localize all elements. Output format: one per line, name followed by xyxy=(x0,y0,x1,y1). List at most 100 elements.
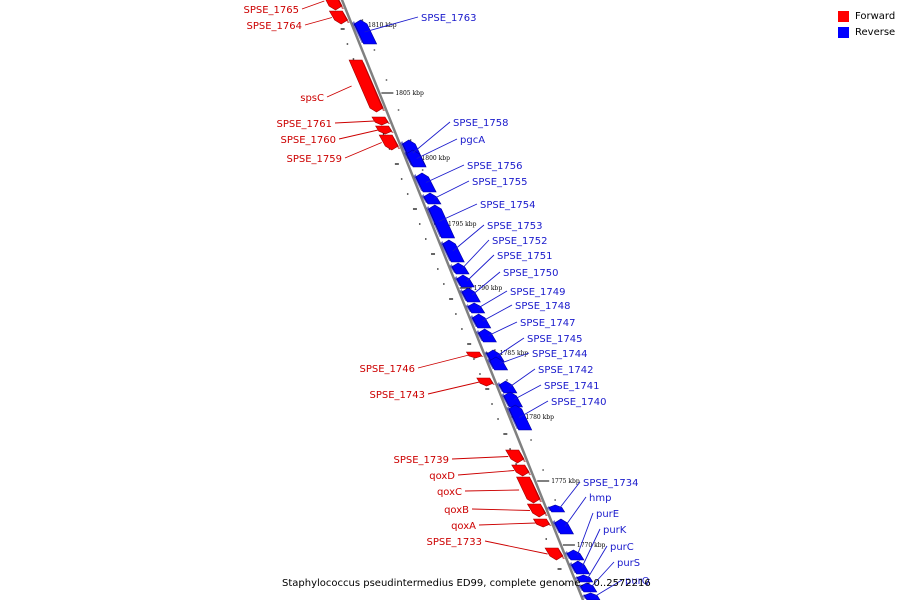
gene-arrow xyxy=(328,10,349,25)
gene-arrow xyxy=(516,476,541,504)
gene-label: SPSE_1733 xyxy=(427,537,483,548)
gene-shade xyxy=(558,549,565,559)
gene-connector xyxy=(477,290,508,309)
gene-shade xyxy=(426,206,442,237)
gene-arrow xyxy=(378,134,399,151)
gene-connector xyxy=(496,337,525,357)
gene-connector xyxy=(416,138,458,159)
gene-shade xyxy=(501,393,510,406)
gene-connector xyxy=(576,512,594,556)
gene-connector xyxy=(461,239,490,269)
gene-shade xyxy=(489,379,496,385)
gene-arrow xyxy=(583,592,601,600)
gene-arrow xyxy=(554,518,574,535)
gene-shade xyxy=(342,12,350,23)
gene-connector xyxy=(364,16,419,33)
gene-label: SPSE_1750 xyxy=(503,268,559,279)
gene-connector xyxy=(590,561,615,588)
gene-arrow xyxy=(505,449,525,464)
gene-label: purK xyxy=(603,525,627,536)
gene-label: SPSE_1754 xyxy=(480,200,536,211)
gene-label: SPSE_1765 xyxy=(244,5,300,16)
tick-label: 1800 kbp xyxy=(421,155,450,162)
gene-label: SPSE_1744 xyxy=(532,349,588,360)
gene-connector xyxy=(513,384,542,400)
gene-labels: SPSE_1765 SPSE_1764 SPSE_1763 spsC SPSE_1761… xyxy=(244,0,650,597)
gene-arrow xyxy=(544,547,564,561)
gene-connector xyxy=(334,120,375,124)
gene-label: SPSE_1759 xyxy=(287,154,343,165)
gene-label: hmp xyxy=(589,493,611,504)
gene-label: purE xyxy=(596,509,619,520)
gene-label: SPSE_1755 xyxy=(472,177,528,188)
gene-shade xyxy=(454,276,462,286)
gene-connector xyxy=(427,381,480,395)
gene-arrow xyxy=(511,464,530,477)
gene-arrow xyxy=(371,116,389,126)
gene-label: SPSE_1751 xyxy=(497,251,553,262)
gene-shade xyxy=(392,136,401,149)
genome-backbone xyxy=(340,0,585,600)
gene-label: SPSE_1763 xyxy=(421,13,477,24)
gene-shade xyxy=(518,451,526,462)
gene-connector xyxy=(558,481,581,509)
tick-label: 1795 kbp xyxy=(448,221,477,228)
legend-forward-label: Forward xyxy=(855,10,896,22)
reverse-swatch xyxy=(838,26,849,38)
gene-shade xyxy=(524,466,532,475)
gene-label: SPSE_1741 xyxy=(544,381,600,392)
gene-label: SPSE_1747 xyxy=(520,318,576,329)
gene-shade xyxy=(578,584,584,591)
gene-features xyxy=(325,0,601,600)
gene-connector xyxy=(438,203,478,222)
gene-arrow xyxy=(532,518,551,528)
gene-shade xyxy=(459,289,468,301)
gene-arrow xyxy=(325,0,343,11)
gene-label: SPSE_1760 xyxy=(281,135,337,146)
gene-shade xyxy=(487,358,495,369)
gene-label: SPSE_1758 xyxy=(453,118,509,129)
tick-label: 1770 kbp xyxy=(577,542,606,549)
gene-label: spsC xyxy=(300,93,324,104)
gene-label: qoxA xyxy=(451,521,476,532)
gene-arrow xyxy=(415,172,437,193)
gene-connector xyxy=(518,400,549,418)
gene-shade xyxy=(574,576,580,581)
gene-label: qoxD xyxy=(429,471,455,482)
gene-shade xyxy=(413,174,424,191)
gene-connector xyxy=(488,321,518,336)
legend-reverse-label: Reverse xyxy=(855,26,896,38)
tick-label: 1775 kbp xyxy=(551,478,580,485)
gene-arrow xyxy=(508,404,533,431)
gene-connector xyxy=(344,142,382,159)
gene-connector xyxy=(499,352,530,364)
gene-shade xyxy=(352,21,364,43)
gene-shade xyxy=(546,506,552,511)
gene-shade xyxy=(484,351,492,361)
gene-connector xyxy=(301,0,325,10)
gene-connector xyxy=(466,254,495,282)
gene-shade xyxy=(546,520,552,526)
legend: Forward Reverse xyxy=(838,8,895,40)
gene-connector xyxy=(471,271,501,296)
gene-label: qoxC xyxy=(437,487,462,498)
gene-connector xyxy=(471,508,530,511)
gene-connector xyxy=(587,545,608,579)
gene-label: pgcA xyxy=(460,135,485,146)
gene-connector xyxy=(304,17,333,26)
forward-swatch xyxy=(838,10,849,22)
gene-connector xyxy=(594,579,623,597)
gene-shade xyxy=(540,505,548,516)
gene-label: purQ xyxy=(625,576,650,587)
legend-forward: Forward xyxy=(838,8,895,24)
gene-arrow xyxy=(526,503,547,518)
gene-connector xyxy=(452,224,485,252)
gene-arrow xyxy=(476,377,494,387)
gene-shade xyxy=(506,406,519,429)
gene-shade xyxy=(564,551,571,559)
tick-label: 1780 kbp xyxy=(525,414,554,421)
genome-caption: Staphylococcus pseudintermedius ED99, co… xyxy=(282,578,651,589)
gene-label: SPSE_1748 xyxy=(515,301,571,312)
gene-shade xyxy=(337,0,345,9)
